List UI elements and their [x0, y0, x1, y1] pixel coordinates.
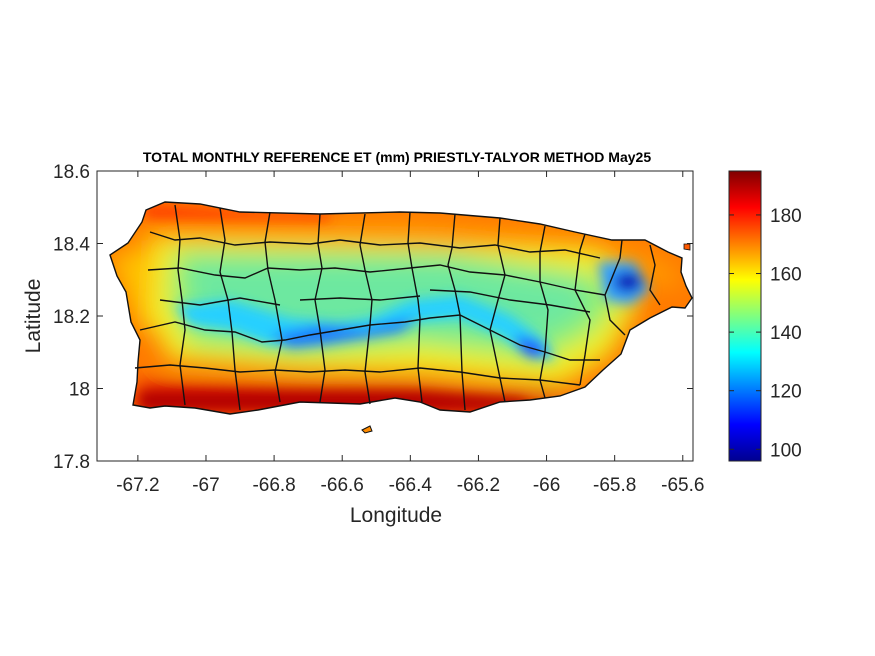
colorbar: [728, 170, 762, 462]
y-tick-label: 17.8: [53, 452, 90, 473]
zone-cordillera: [175, 295, 555, 360]
colorbar-ticks: 100 120 140 160 180: [729, 206, 802, 461]
y-axis-ticks: 17.8 18 18.2 18.4 18.6: [53, 162, 693, 473]
zone-west-coast: [110, 245, 160, 330]
zone-central-east: [515, 335, 548, 358]
y-tick-label: 18: [69, 380, 90, 401]
x-axis-ticks: -67.2 -67 -66.8 -66.6 -66.4 -66.2 -66 -65.8 -65.…: [116, 171, 704, 496]
et-heatmap: [110, 202, 692, 414]
island-caja-de-muertos: [361, 425, 373, 434]
y-tick-label: 18.4: [53, 235, 90, 256]
municipality-boundaries: [109, 201, 693, 415]
x-tick-label: -66: [533, 475, 560, 496]
x-tick-label: -66.6: [321, 475, 364, 496]
y-axis-label: Latitude: [22, 279, 45, 354]
x-tick-label: -65.8: [593, 475, 636, 496]
x-tick-label: -66.8: [252, 475, 295, 496]
x-tick-label: -65.6: [661, 475, 704, 496]
x-tick-label: -67: [192, 475, 219, 496]
y-tick-label: 18.2: [53, 307, 90, 328]
zone-cordillera-core: [270, 318, 420, 348]
x-tick-label: -66.4: [389, 475, 433, 496]
x-axis-label: Longitude: [350, 504, 442, 527]
x-tick-label: -66.2: [457, 475, 500, 496]
colorbar-tick-label: 160: [770, 265, 802, 286]
colorbar-tick-label: 180: [770, 206, 802, 227]
colorbar-tick-label: 140: [770, 323, 802, 344]
y-tick-label: 18.6: [53, 162, 90, 183]
cayo-east: [683, 243, 691, 251]
colorbar-tick-label: 100: [770, 440, 802, 461]
chart-title: TOTAL MONTHLY REFERENCE ET (mm) PRIESTLY…: [143, 149, 651, 165]
x-tick-label: -67.2: [116, 475, 159, 496]
zone-north-red: [145, 205, 330, 220]
zone-yunque-core: [614, 272, 642, 292]
colorbar-tick-label: 120: [770, 382, 802, 403]
